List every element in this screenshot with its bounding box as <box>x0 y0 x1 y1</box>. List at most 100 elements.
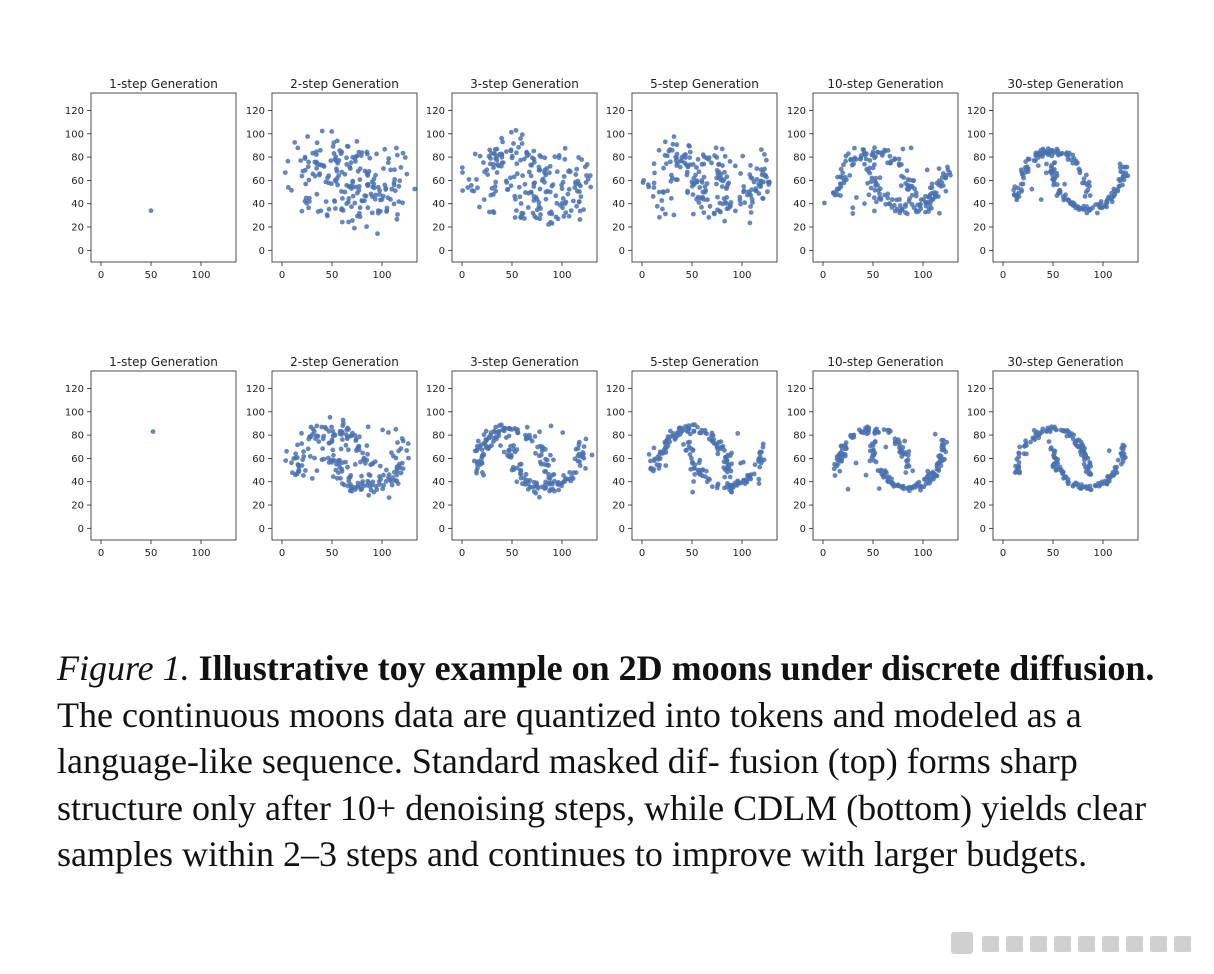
data-point <box>1018 181 1024 187</box>
data-point <box>514 161 520 167</box>
data-point <box>732 163 738 169</box>
data-point <box>712 153 717 159</box>
data-point <box>679 429 684 435</box>
plot-title: 2-step Generation <box>290 355 399 369</box>
data-point <box>334 475 340 481</box>
data-point <box>1052 461 1057 466</box>
data-point <box>375 231 380 237</box>
data-point <box>385 195 391 201</box>
data-point <box>941 445 947 451</box>
data-point <box>897 442 902 448</box>
data-point <box>521 156 527 162</box>
data-point <box>412 186 418 192</box>
y-tick-label: 60 <box>973 176 986 187</box>
data-point <box>314 433 319 439</box>
data-point <box>670 431 676 436</box>
data-point <box>310 150 316 156</box>
data-point <box>554 200 560 206</box>
data-point <box>760 444 766 450</box>
data-point <box>295 455 300 460</box>
y-tick-label: 60 <box>71 176 84 187</box>
data-point <box>512 193 518 199</box>
data-point <box>303 195 309 201</box>
data-point <box>572 185 578 191</box>
data-point <box>899 448 904 453</box>
data-point <box>362 198 367 204</box>
data-point <box>543 479 548 485</box>
data-point <box>754 166 760 172</box>
data-point <box>459 165 465 171</box>
x-tick-label: 100 <box>552 270 571 281</box>
data-point <box>363 193 369 199</box>
data-point <box>367 473 373 478</box>
data-point <box>696 460 702 466</box>
data-point <box>1106 448 1112 454</box>
data-point <box>1065 481 1071 487</box>
data-point <box>505 452 510 458</box>
data-point <box>672 437 678 442</box>
data-point <box>321 164 327 169</box>
data-point <box>838 458 844 464</box>
data-point <box>498 443 503 448</box>
data-point <box>724 174 730 180</box>
data-point <box>1116 183 1122 189</box>
y-tick-label: 60 <box>252 454 265 465</box>
data-point <box>904 211 910 217</box>
data-point <box>359 473 364 479</box>
data-point <box>483 442 488 448</box>
data-point <box>926 209 931 215</box>
data-point <box>1047 429 1053 435</box>
data-point <box>576 155 581 160</box>
data-point <box>936 468 942 473</box>
data-point <box>552 154 558 160</box>
data-point <box>346 219 351 225</box>
plot-frame <box>271 92 418 263</box>
data-point <box>868 443 873 449</box>
x-tick-label: 0 <box>639 270 645 281</box>
data-point <box>306 177 312 183</box>
data-point <box>737 194 743 200</box>
data-point <box>692 465 697 471</box>
data-point <box>285 158 291 164</box>
y-tick-label: 80 <box>612 431 625 442</box>
data-point <box>661 165 666 171</box>
data-point <box>656 147 662 153</box>
plot-panel: 2-step Generation 0 20 40 60 80 100 120 0 50 100 <box>246 77 418 281</box>
data-point <box>346 447 351 453</box>
data-point <box>328 458 334 463</box>
data-point <box>1123 173 1128 179</box>
data-point <box>329 129 335 134</box>
data-point <box>872 187 878 193</box>
data-point <box>1045 425 1051 431</box>
y-tick-label: 120 <box>426 106 445 117</box>
data-point <box>1067 431 1072 437</box>
data-point <box>365 451 370 457</box>
data-point <box>912 483 918 489</box>
data-point <box>725 464 731 470</box>
data-point <box>377 482 382 487</box>
data-point <box>1068 201 1074 207</box>
data-point <box>851 432 857 438</box>
data-point <box>690 489 696 495</box>
data-point <box>537 429 542 435</box>
data-point <box>394 472 400 478</box>
data-point <box>529 190 534 195</box>
data-point <box>392 177 398 182</box>
y-tick-label: 100 <box>426 407 445 418</box>
data-point <box>766 179 772 185</box>
data-point <box>892 156 898 162</box>
data-point <box>519 141 525 147</box>
data-point <box>573 179 578 185</box>
data-point <box>556 153 562 158</box>
x-tick-label: 0 <box>820 548 826 559</box>
data-point <box>1082 194 1088 199</box>
data-point <box>543 172 549 178</box>
data-point <box>934 180 940 186</box>
data-point <box>838 166 844 172</box>
data-point <box>396 448 401 454</box>
data-point <box>487 435 492 441</box>
data-point <box>1065 197 1071 203</box>
data-point <box>657 456 663 461</box>
data-point <box>396 183 402 189</box>
